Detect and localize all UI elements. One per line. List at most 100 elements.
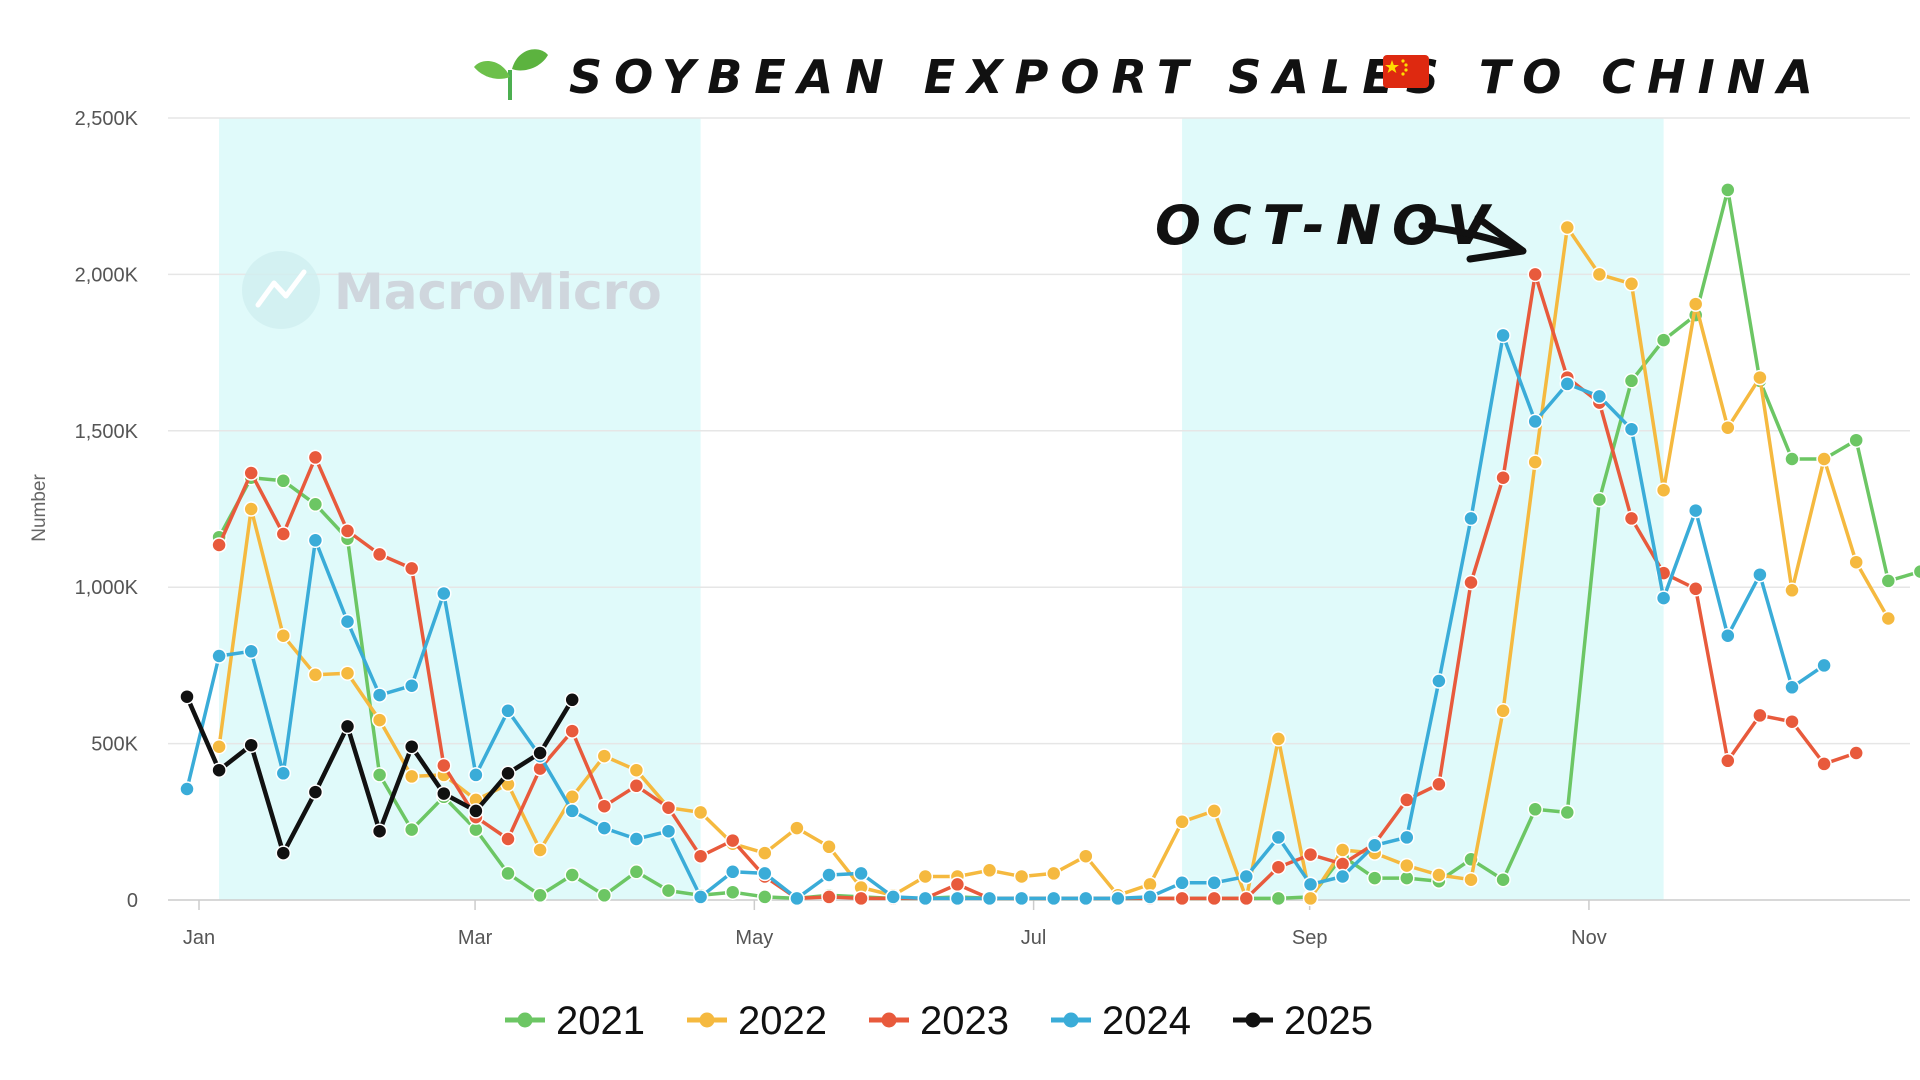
- data-point-2021[interactable]: [1591, 491, 1608, 508]
- data-point-2022[interactable]: [1078, 848, 1094, 864]
- data-point-2021[interactable]: [1623, 373, 1640, 389]
- data-point-2022[interactable]: [1880, 610, 1897, 627]
- data-point-2024[interactable]: [1752, 566, 1768, 583]
- data-point-2023[interactable]: [1270, 859, 1287, 875]
- data-point-2024[interactable]: [1559, 376, 1576, 392]
- data-point-2025[interactable]: [403, 738, 420, 755]
- data-point-2025[interactable]: [532, 745, 548, 761]
- data-point-2024[interactable]: [1399, 829, 1415, 846]
- data-point-2022[interactable]: [1302, 890, 1319, 907]
- data-point-2023[interactable]: [1174, 890, 1190, 907]
- data-point-2022[interactable]: [1174, 814, 1190, 830]
- data-point-2021[interactable]: [564, 867, 580, 883]
- data-point-2022[interactable]: [1784, 582, 1800, 599]
- data-point-2021[interactable]: [532, 887, 548, 904]
- data-point-2024[interactable]: [724, 864, 741, 880]
- data-point-2024[interactable]: [339, 613, 356, 630]
- data-point-2024[interactable]: [1591, 388, 1608, 405]
- data-point-2021[interactable]: [1495, 871, 1511, 888]
- data-point-2024[interactable]: [1270, 829, 1287, 846]
- data-point-2021[interactable]: [1912, 563, 1920, 580]
- data-point-2023[interactable]: [211, 537, 227, 553]
- legend-item-2024[interactable]: 2024: [1051, 999, 1191, 1043]
- data-point-2023[interactable]: [1302, 846, 1319, 863]
- data-point-2022[interactable]: [1848, 554, 1864, 570]
- data-point-2024[interactable]: [628, 831, 645, 847]
- data-point-2024[interactable]: [468, 767, 484, 783]
- data-point-2023[interactable]: [275, 526, 292, 542]
- data-point-2022[interactable]: [757, 845, 773, 861]
- data-point-2025[interactable]: [211, 762, 227, 778]
- data-point-2024[interactable]: [853, 865, 869, 882]
- data-point-2024[interactable]: [692, 889, 709, 905]
- data-point-2024[interactable]: [243, 643, 259, 660]
- data-point-2023[interactable]: [403, 560, 420, 577]
- data-point-2022[interactable]: [1687, 296, 1704, 312]
- data-point-2021[interactable]: [307, 496, 324, 513]
- data-point-2024[interactable]: [179, 781, 195, 797]
- data-point-2024[interactable]: [1078, 890, 1094, 907]
- data-point-2025[interactable]: [179, 688, 195, 705]
- data-point-2022[interactable]: [1399, 857, 1415, 874]
- legend-item-2021[interactable]: 2021: [505, 999, 645, 1043]
- data-point-2022[interactable]: [532, 842, 548, 858]
- data-point-2022[interactable]: [1752, 369, 1768, 386]
- data-point-2022[interactable]: [1720, 419, 1736, 436]
- data-point-2024[interactable]: [436, 585, 452, 602]
- data-point-2025[interactable]: [564, 692, 580, 708]
- data-point-2022[interactable]: [628, 762, 645, 778]
- data-point-2024[interactable]: [1206, 875, 1222, 891]
- data-point-2023[interactable]: [1206, 890, 1222, 907]
- data-point-2021[interactable]: [1270, 890, 1287, 907]
- data-point-2023[interactable]: [564, 723, 580, 739]
- data-point-2024[interactable]: [981, 890, 998, 907]
- data-point-2023[interactable]: [1527, 266, 1543, 283]
- data-point-2024[interactable]: [1366, 837, 1383, 854]
- data-point-2024[interactable]: [1013, 890, 1030, 907]
- data-point-2024[interactable]: [1816, 657, 1832, 674]
- data-point-2024[interactable]: [1720, 627, 1736, 644]
- data-point-2022[interactable]: [596, 748, 613, 764]
- data-point-2025[interactable]: [371, 823, 388, 839]
- data-point-2025[interactable]: [243, 737, 259, 753]
- data-point-2024[interactable]: [307, 532, 324, 549]
- data-point-2022[interactable]: [1013, 868, 1030, 885]
- data-point-2022[interactable]: [1431, 867, 1447, 883]
- data-point-2024[interactable]: [1463, 510, 1479, 527]
- data-point-2021[interactable]: [500, 865, 516, 882]
- data-point-2022[interactable]: [1206, 803, 1222, 819]
- data-point-2024[interactable]: [1687, 502, 1704, 519]
- data-point-2022[interactable]: [1045, 865, 1062, 882]
- data-point-2021[interactable]: [1880, 573, 1897, 589]
- data-point-2023[interactable]: [596, 798, 613, 814]
- data-point-2025[interactable]: [436, 785, 452, 802]
- data-point-2024[interactable]: [403, 677, 420, 694]
- data-point-2024[interactable]: [1302, 876, 1319, 893]
- data-point-2024[interactable]: [371, 687, 388, 703]
- data-point-2024[interactable]: [1655, 590, 1672, 606]
- data-point-2023[interactable]: [1816, 756, 1832, 772]
- data-point-2022[interactable]: [339, 665, 356, 681]
- data-point-2021[interactable]: [1366, 870, 1383, 886]
- data-point-2023[interactable]: [660, 799, 677, 816]
- data-point-2023[interactable]: [853, 890, 869, 907]
- data-point-2025[interactable]: [500, 765, 516, 782]
- data-point-2025[interactable]: [275, 845, 292, 861]
- data-point-2024[interactable]: [1110, 890, 1126, 907]
- data-point-2022[interactable]: [275, 627, 292, 644]
- data-point-2024[interactable]: [1527, 413, 1543, 430]
- data-point-2023[interactable]: [339, 523, 356, 539]
- data-point-2024[interactable]: [917, 890, 934, 907]
- data-point-2024[interactable]: [1495, 327, 1511, 344]
- data-point-2023[interactable]: [1495, 469, 1511, 486]
- data-point-2022[interactable]: [1527, 454, 1543, 470]
- data-point-2023[interactable]: [1687, 581, 1704, 597]
- data-point-2022[interactable]: [917, 868, 934, 885]
- data-point-2022[interactable]: [1623, 276, 1640, 292]
- data-point-2022[interactable]: [1495, 703, 1511, 719]
- data-point-2024[interactable]: [211, 648, 227, 664]
- data-point-2023[interactable]: [307, 449, 324, 466]
- data-point-2023[interactable]: [1784, 713, 1800, 730]
- data-point-2022[interactable]: [1655, 482, 1672, 498]
- data-point-2022[interactable]: [1816, 451, 1832, 467]
